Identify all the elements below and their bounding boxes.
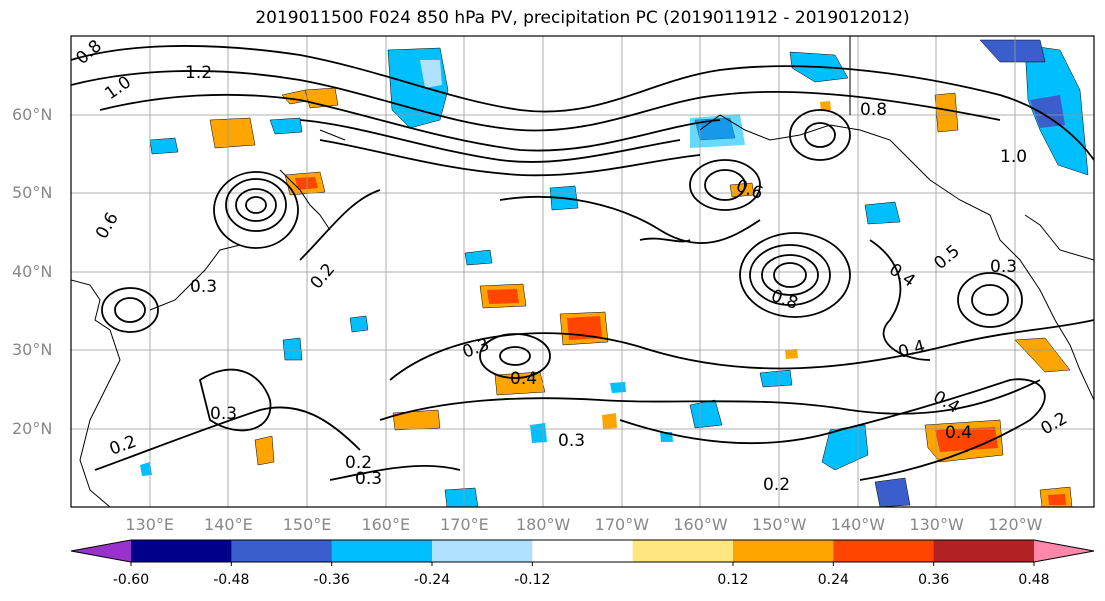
colorbar-tick-label: -0.24 — [413, 572, 451, 588]
plot-frame — [70, 35, 1095, 508]
lon-tick-label: 180°W — [515, 515, 571, 534]
lon-tick-label: 170°W — [594, 515, 650, 534]
colorbar-segment — [131, 540, 232, 562]
colorbar-segment — [231, 540, 333, 562]
colorbar-extend-high — [1034, 540, 1094, 562]
colorbar-tick-label: 0.36 — [918, 572, 950, 588]
colorbar-tick-label: 0.24 — [817, 572, 849, 588]
lon-tick-label: 170°E — [440, 515, 489, 534]
pv-contours — [71, 45, 1094, 481]
contour-label: 0.4 — [510, 369, 537, 389]
contour-label: 0.2 — [345, 453, 372, 473]
colorbar-tick-label: 0.48 — [1018, 572, 1050, 588]
contour-label: 0.8 — [860, 100, 887, 120]
colorbar-tick-label: -0.12 — [514, 572, 551, 588]
colorbar-tick-label: 0.12 — [717, 572, 749, 588]
contour-label: 0.3 — [190, 277, 217, 297]
colorbar-tick-label: -0.36 — [313, 572, 350, 588]
colorbar-extend-low — [71, 540, 131, 562]
colorbar-segment — [933, 540, 1035, 562]
lon-tick-label: 150°W — [752, 515, 807, 534]
lon-tick-label: 160°W — [673, 515, 728, 534]
contour-label: 0.2 — [763, 475, 790, 495]
lon-tick-label: 150°E — [282, 515, 332, 534]
colorbar-segment — [733, 540, 834, 562]
colorbar-tick-label: -0.60 — [112, 572, 150, 588]
colorbar-segment — [833, 540, 935, 562]
lon-tick-label: 130°W — [909, 515, 964, 534]
lat-tick-label: 40°N — [12, 261, 53, 281]
contour-label: 0.3 — [210, 404, 237, 424]
chart-title: 2019011500 F024 850 hPa PV, precipitatio… — [255, 8, 910, 28]
lat-tick-label: 60°N — [12, 104, 53, 124]
precip-shading — [140, 39, 1089, 507]
contour-label: 0.3 — [558, 431, 585, 451]
colorbar-segment — [632, 540, 734, 562]
contour-label: 1.2 — [185, 63, 212, 83]
contour-label: 0.3 — [355, 469, 382, 489]
contour-label: 1.0 — [1000, 147, 1027, 167]
lon-tick-label: 160°E — [361, 515, 411, 534]
lon-tick-label: 120°W — [988, 515, 1043, 534]
lat-tick-label: 20°N — [12, 418, 53, 438]
lat-tick-label: 30°N — [12, 340, 53, 359]
colorbar-segment — [532, 540, 634, 562]
contour-label: 0.3 — [990, 257, 1017, 277]
contour-label: 0.4 — [945, 423, 972, 443]
lon-tick-label: 130°E — [125, 515, 175, 534]
lon-tick-label: 140°W — [830, 515, 886, 534]
colorbar-segment — [331, 540, 433, 562]
lat-tick-label: 50°N — [12, 183, 53, 202]
colorbar — [70, 539, 1095, 566]
colorbar-tick-label: -0.48 — [213, 572, 250, 588]
lon-tick-label: 140°E — [204, 515, 253, 534]
coastlines — [71, 36, 1094, 507]
colorbar-segment — [432, 540, 533, 562]
